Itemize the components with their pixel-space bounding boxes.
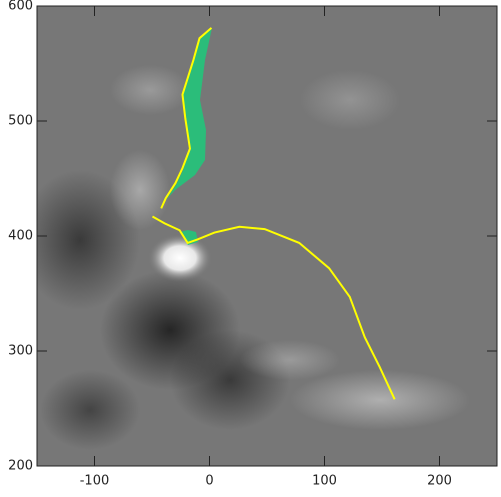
magnetogram [20, 6, 497, 466]
chart: -100 0 100 200 200 300 400 500 600 [0, 0, 501, 493]
y-tick-label: 600 [8, 0, 33, 14]
y-tick-label: 200 [8, 459, 33, 474]
y-tick-label: 400 [8, 229, 33, 244]
page: {"chart_data": {"type": "line", "xlim": … [0, 0, 501, 497]
x-tick-label: 100 [312, 474, 337, 489]
x-tick-label: -100 [80, 474, 110, 489]
x-tick-label: 0 [205, 474, 213, 489]
y-tick-label: 300 [8, 344, 33, 359]
x-tick-label: 200 [427, 474, 452, 489]
y-tick-label: 500 [8, 114, 33, 129]
